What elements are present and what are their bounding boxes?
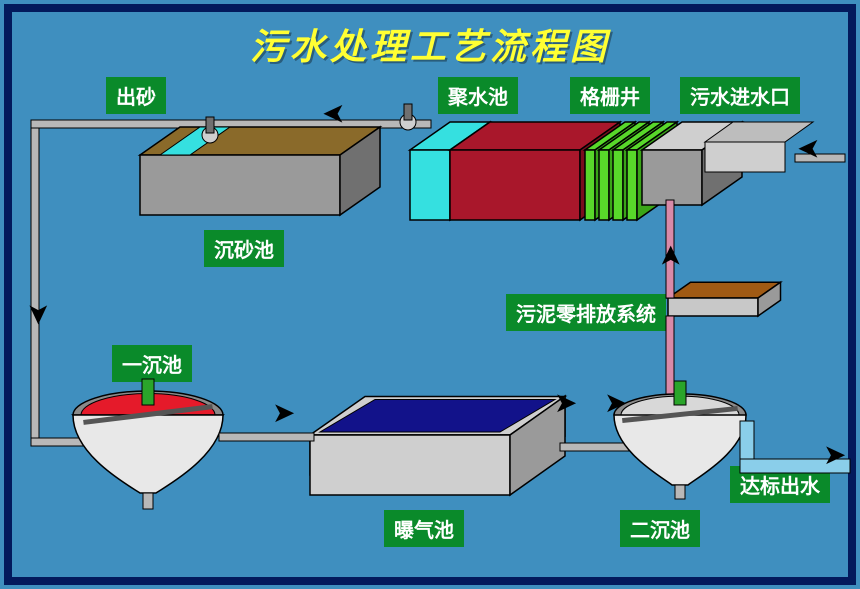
- flow-arrow: ➤: [24, 302, 52, 325]
- label-erchenchi: 二沉池: [620, 510, 700, 547]
- flow-arrow: ➤: [322, 99, 345, 127]
- label-chenshachi: 沉砂池: [204, 230, 284, 267]
- label-dabiaochu: 达标出水: [730, 466, 830, 503]
- flow-arrow: ➤: [554, 390, 577, 418]
- label-chusha: 出砂: [106, 77, 166, 114]
- flow-arrow: ➤: [823, 442, 846, 470]
- flow-arrow: ➤: [797, 134, 820, 162]
- label-yichenchi: 一沉池: [112, 345, 192, 382]
- label-wunilpf: 污泥零排放系统: [506, 294, 666, 331]
- flow-arrow: ➤: [658, 244, 686, 267]
- flow-arrow: ➤: [604, 390, 627, 418]
- label-geshanjing: 格栅井: [570, 77, 650, 114]
- flow-arrow: ➤: [272, 400, 295, 428]
- label-jushuichi: 聚水池: [438, 77, 518, 114]
- diagram-title: 污水处理工艺流程图: [0, 18, 860, 70]
- label-aoqichi: 曝气池: [384, 510, 464, 547]
- label-wushujin: 污水进水口: [680, 77, 800, 114]
